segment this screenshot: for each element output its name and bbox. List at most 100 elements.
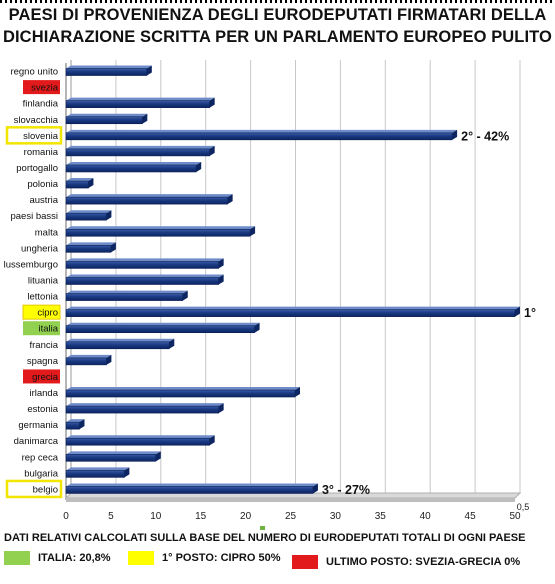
category-label: lituania: [28, 276, 59, 287]
bar-end: [169, 338, 175, 349]
bar: [65, 132, 453, 141]
bar-top: [66, 226, 256, 230]
bar: [65, 357, 107, 366]
legend-item-ultimo-posto: ULTIMO POSTO: SVEZIA-GRECIA 0%: [292, 555, 520, 569]
bar: [65, 148, 210, 157]
bar-top: [66, 129, 458, 133]
category-label: cipro: [37, 308, 58, 319]
bar-end: [209, 145, 215, 156]
small-green-mark: [260, 526, 265, 530]
bar: [65, 68, 148, 76]
bar-end: [196, 161, 202, 172]
category-label: regno unito: [10, 67, 58, 78]
bar-top: [66, 290, 188, 294]
bar-top: [66, 274, 224, 278]
bar-end: [209, 97, 215, 108]
bar-end: [294, 387, 300, 398]
data-annotation: 2° - 42%: [461, 129, 509, 143]
chart-title-line-1: PAESI DI PROVENIENZA DEGLI EURODEPUTATI …: [8, 6, 547, 24]
bar-end: [312, 483, 318, 494]
bar-top: [66, 178, 94, 182]
label-highlight: [23, 80, 60, 95]
bar-top: [66, 435, 215, 439]
label-highlight-border: [5, 126, 63, 145]
category-label: romania: [24, 147, 59, 158]
data-annotation: 3° - 27%: [322, 483, 370, 497]
bar: [65, 309, 516, 317]
bar: [65, 196, 228, 205]
category-label: slovacchia: [14, 115, 59, 126]
chart-floor-edge: [66, 498, 515, 502]
bar-top: [66, 113, 148, 117]
category-label: italia: [38, 324, 58, 335]
category-label: lussemburgo: [4, 259, 58, 270]
bar: [65, 341, 170, 350]
bar-end: [142, 113, 148, 124]
bar-top: [66, 306, 520, 310]
label-highlight: [23, 369, 60, 384]
bar-top: [66, 145, 215, 149]
x-tick-label: 20: [240, 511, 252, 522]
bar: [65, 389, 296, 398]
bar-end: [155, 451, 161, 462]
category-label: polonia: [27, 179, 58, 190]
bar-top: [66, 403, 224, 407]
bar-end: [250, 226, 256, 237]
bar: [65, 437, 210, 446]
bar-top: [66, 322, 260, 326]
bar: [65, 245, 112, 253]
bar-end: [209, 435, 215, 446]
label-highlight-border: [5, 479, 63, 499]
bar: [65, 325, 255, 334]
x-tick-label: 45: [465, 511, 477, 522]
bar: [65, 261, 219, 269]
bar-top: [66, 483, 318, 487]
category-label: danimarca: [14, 436, 59, 447]
category-label: francia: [29, 340, 58, 351]
category-label: austria: [29, 195, 58, 206]
category-label: svezia: [31, 83, 59, 94]
bar-top: [66, 419, 85, 423]
x-tick-label: 35: [375, 511, 387, 522]
bar-end: [227, 194, 233, 205]
bar: [65, 293, 184, 301]
category-label: germania: [18, 420, 58, 431]
bar-end: [182, 290, 188, 301]
bar: [65, 228, 251, 237]
bar-end: [515, 306, 520, 317]
bar-top: [66, 387, 300, 391]
legend-swatch: [128, 551, 154, 565]
bar: [65, 470, 125, 478]
category-label: spagna: [27, 356, 59, 367]
legend-label: ITALIA: 20,8%: [38, 552, 111, 564]
bar-top: [66, 451, 161, 455]
bar-end: [218, 403, 224, 414]
footer-note: DATI RELATIVI CALCOLATI SULLA BASE DEL N…: [4, 532, 526, 544]
bar: [65, 100, 210, 108]
legend-item-primo-posto: 1° POSTO: CIPRO 50%: [128, 551, 281, 565]
bar-end: [106, 210, 112, 221]
bar-top: [66, 194, 233, 198]
category-label: lettonia: [27, 292, 58, 303]
label-highlight: [23, 321, 60, 336]
bar-top: [66, 161, 202, 165]
category-label: rep ceca: [22, 452, 59, 463]
category-label: ungheria: [21, 243, 59, 254]
category-label: bulgaria: [24, 468, 59, 479]
legend-label: 1° POSTO: CIPRO 50%: [162, 552, 281, 564]
bar-end: [218, 258, 224, 269]
bar: [65, 421, 80, 430]
bar-end: [124, 467, 130, 478]
category-label: belgio: [33, 484, 58, 495]
category-label: finlandia: [23, 99, 59, 110]
bar-end: [110, 242, 116, 253]
x-tick-label-extra: 0,5: [517, 502, 530, 512]
x-tick-label: 40: [420, 511, 432, 522]
bar: [65, 212, 107, 221]
legend-label: ULTIMO POSTO: SVEZIA-GRECIA 0%: [326, 556, 521, 568]
category-label: paesi bassi: [10, 211, 58, 222]
bar: [65, 486, 314, 494]
bar: [65, 164, 197, 173]
bar-top: [66, 354, 112, 358]
